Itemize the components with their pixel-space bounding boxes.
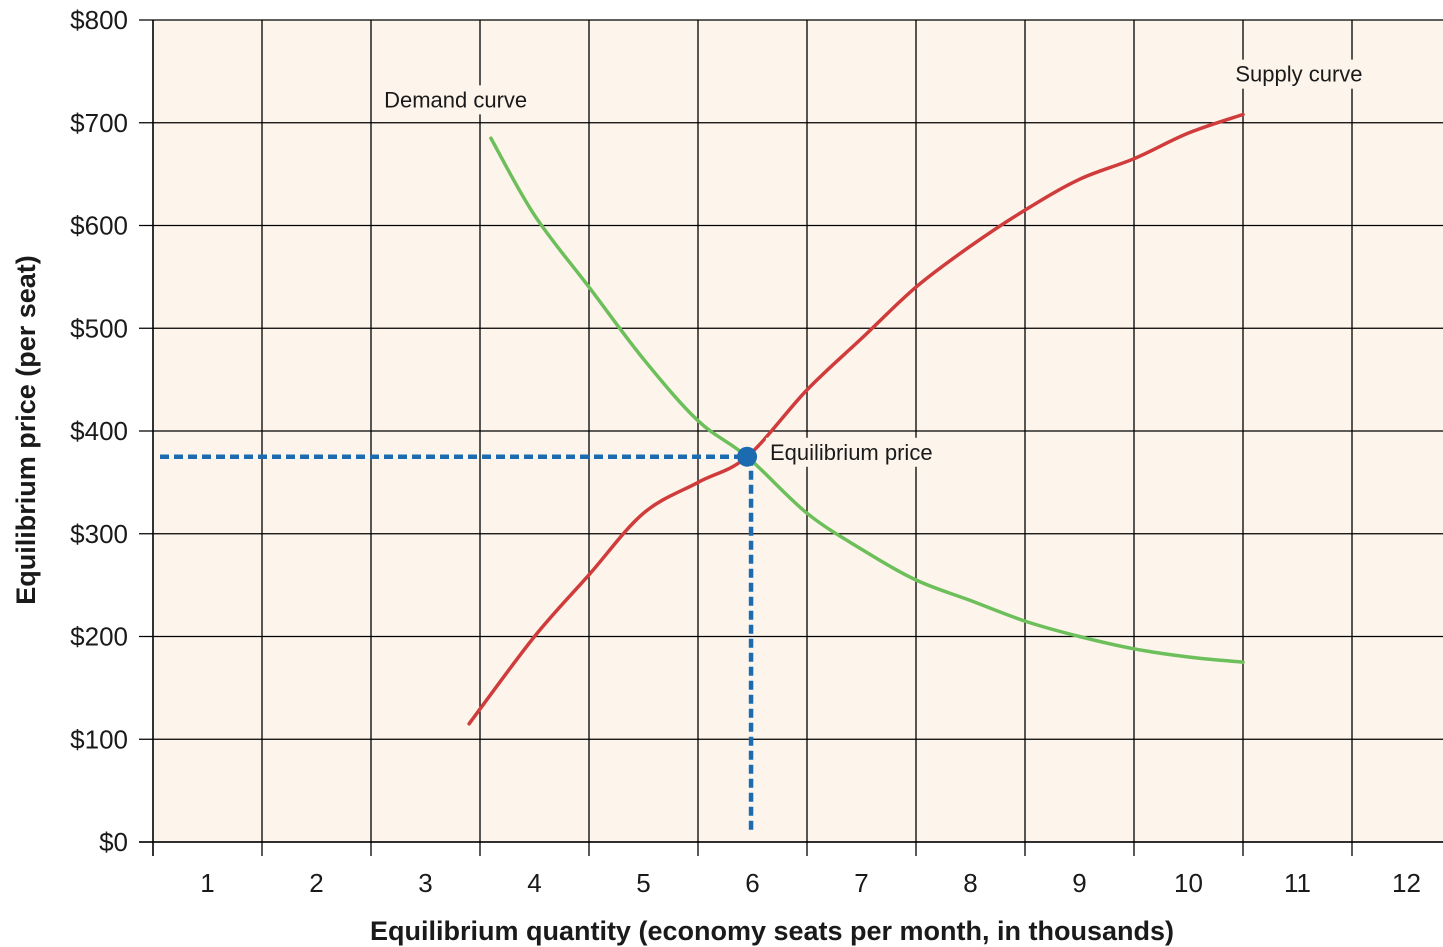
x-tick-label: 12 [1392, 868, 1421, 898]
series-lines [467, 112, 1245, 726]
axes [139, 20, 1443, 856]
x-tick-label: 5 [636, 868, 650, 898]
equilibrium-guides [160, 454, 754, 830]
equilibrium-marker [737, 446, 758, 467]
x-tick-label: 4 [527, 868, 541, 898]
x-tick-label: 3 [418, 868, 432, 898]
demand-curve-label: Demand curve [384, 87, 527, 112]
x-axis-title: Equilibrium quantity (economy seats per … [370, 916, 1174, 946]
x-tick-label: 1 [200, 868, 214, 898]
demand-curve-label-background [380, 85, 532, 115]
y-axis-title: Equilibrium price (per seat) [11, 255, 41, 605]
demand-curve-line [489, 136, 1245, 664]
equilibrium-price-label-background [765, 437, 937, 467]
y-tick-label: $400 [70, 416, 128, 446]
x-tick-label: 9 [1072, 868, 1086, 898]
y-tick-label: $700 [70, 108, 128, 138]
supply-curve-label: Supply curve [1235, 62, 1362, 87]
x-tick-label: 7 [854, 868, 868, 898]
y-tick-label: $500 [70, 313, 128, 343]
supply-curve-label-background [1231, 59, 1367, 89]
supply-curve-line [467, 112, 1245, 726]
y-tick-label: $600 [70, 211, 128, 241]
y-tick-label: $100 [70, 724, 128, 754]
x-tick-label: 8 [963, 868, 977, 898]
y-tick-label: $300 [70, 519, 128, 549]
equilibrium-price-label: Equilibrium price [770, 440, 933, 465]
y-tick-labels: $0 $100 $200 $300 $400 $500 $600 $700 $800 [70, 5, 128, 857]
x-tick-label: 10 [1174, 868, 1203, 898]
x-tick-label: 2 [309, 868, 323, 898]
annotations: Demand curve Supply curve Equilibrium pric… [380, 59, 1367, 467]
x-tick-label: 11 [1284, 868, 1311, 898]
equilibrium-point [737, 446, 758, 467]
x-tick-label: 6 [745, 868, 759, 898]
y-tick-label: $200 [70, 622, 128, 652]
x-tick-labels: 1 2 3 4 5 6 7 8 9 10 11 12 [200, 868, 1421, 898]
y-tick-label: $0 [99, 827, 128, 857]
y-tick-label: $800 [70, 5, 128, 35]
